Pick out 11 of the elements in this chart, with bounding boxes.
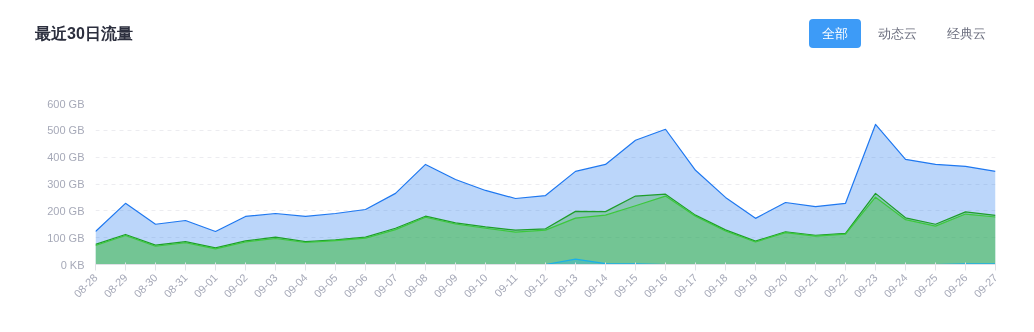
y-tick-label: 0 KB <box>60 258 85 271</box>
y-tick-label: 200 GB <box>47 204 85 217</box>
y-tick-label: 300 GB <box>47 178 85 190</box>
y-tick-label: 100 GB <box>47 231 85 244</box>
text: 经典云 <box>946 25 987 44</box>
chart-title: 最近30日流量 <box>35 24 133 44</box>
y-tick-label: 400 GB <box>47 151 85 164</box>
y-tick-label: 600 GB <box>47 97 85 110</box>
y-tick-label: 500 GB <box>47 124 85 137</box>
text: 全部 <box>809 19 861 49</box>
text: 动态云 <box>877 25 918 44</box>
